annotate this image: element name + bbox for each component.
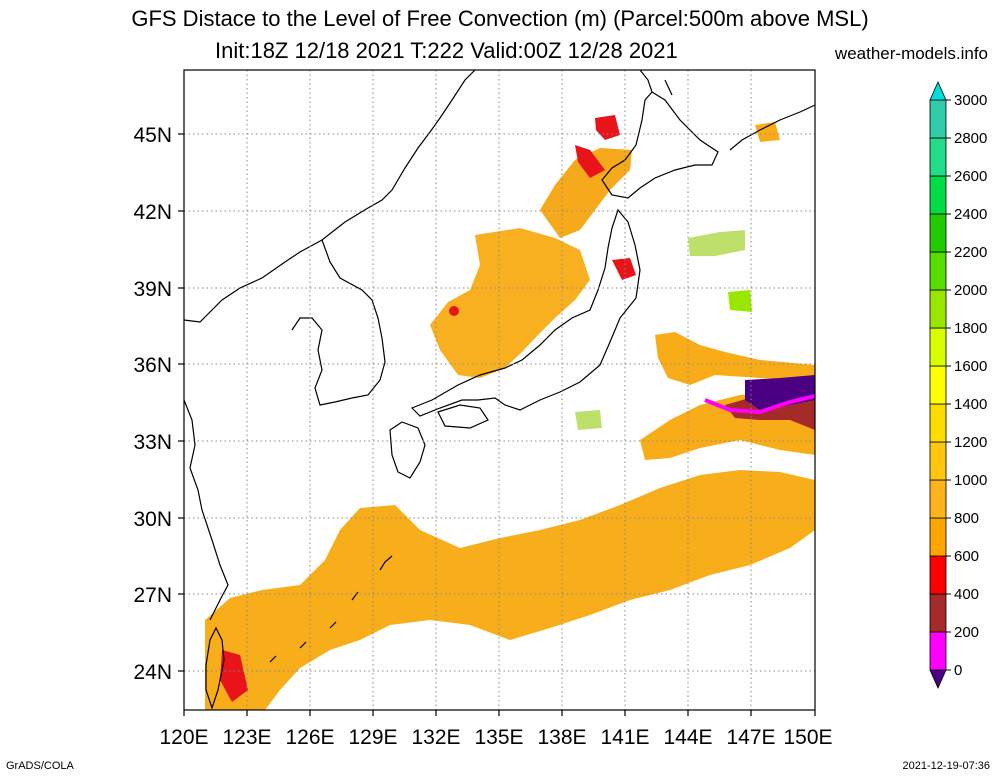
lfc-red-patch-tohoku [612, 258, 636, 280]
colorbar-label: 2000 [954, 282, 987, 299]
coast-shikoku [437, 404, 489, 429]
coast-ryukyu [269, 555, 393, 663]
lfc-magenta-edge [704, 394, 815, 415]
lfc-red-patch-north [575, 145, 605, 178]
lon-label: 144E [663, 726, 712, 749]
lon-label: 138E [537, 726, 586, 749]
lon-label: 120E [159, 726, 208, 749]
colorbar-label: 200 [954, 624, 979, 641]
colorbar-segment [929, 213, 947, 253]
colorbar-segment [929, 175, 947, 215]
coast-korea [291, 239, 386, 406]
lon-label: 126E [285, 726, 334, 749]
colorbar-segment [929, 137, 947, 177]
site-credit: weather-models.info [834, 44, 988, 63]
lon-label: 147E [726, 726, 775, 749]
colorbar-label: 2200 [954, 244, 987, 261]
lat-label: 24N [133, 661, 172, 684]
lat-label: 45N [133, 124, 172, 147]
coast-taiwan [205, 626, 225, 710]
lat-label: 36N [133, 354, 172, 377]
lfc-red-patch-taiwan [220, 650, 248, 702]
colorbar-segment [929, 403, 947, 443]
colorbar: 0 200 400 600 800 1000 1200 1400 1600 1800 2000 220… [929, 81, 987, 689]
colorbar-segment [929, 327, 947, 367]
colorbar-label: 2600 [954, 168, 987, 185]
lat-label: 27N [133, 584, 172, 607]
coast-china-east [184, 399, 229, 621]
colorbar-label: 3000 [954, 92, 987, 109]
colorbar-segment [929, 479, 947, 519]
colorbar-segment [929, 517, 947, 557]
lon-label: 150E [783, 726, 832, 749]
lfc-ne-patch [755, 122, 780, 142]
lon-tick-labels: 120E 123E 126E 129E 132E 135E 138E 141E … [159, 726, 832, 749]
colorbar-label: 1000 [954, 472, 987, 489]
gridlines [184, 70, 815, 710]
colorbar-segment [929, 555, 947, 595]
tick-marks [178, 133, 816, 716]
colorbar-label: 400 [954, 586, 979, 603]
colorbar-segment [929, 365, 947, 405]
coast-kuril [729, 104, 815, 151]
colorbar-label: 1200 [954, 434, 987, 451]
colorbar-label: 0 [954, 662, 962, 679]
lfc-green-patch-2 [728, 290, 752, 312]
colorbar-segment [929, 593, 947, 633]
coast-honshu [410, 208, 641, 417]
colorbar-segment [929, 631, 947, 671]
lfc-strip-hokkaido [540, 148, 632, 238]
lat-label: 30N [133, 508, 172, 531]
lfc-shading [205, 115, 815, 710]
lat-label: 39N [133, 278, 172, 301]
lfc-red-patch-hokkaido [595, 115, 620, 140]
lfc-band-south [205, 470, 815, 710]
lon-label: 141E [600, 726, 649, 749]
footer-software: GrADS/COLA [6, 760, 74, 772]
lon-label: 135E [474, 726, 523, 749]
map-subtitle: Init:18Z 12/18 2021 T:222 Valid:00Z 12/2… [215, 38, 678, 63]
lat-label: 42N [133, 201, 172, 224]
lfc-blob-honshu [430, 228, 590, 378]
coastlines [184, 70, 815, 710]
colorbar-max-arrow [929, 81, 947, 101]
lfc-green-patch-3 [575, 410, 602, 430]
colorbar-segment [929, 289, 947, 329]
lon-label: 123E [222, 726, 271, 749]
colorbar-label: 1400 [954, 396, 987, 413]
coast-kyushu [389, 421, 426, 479]
colorbar-label: 1600 [954, 358, 987, 375]
coast-hokkaido [601, 91, 719, 199]
footer-timestamp: 2021-12-19-07:36 [902, 760, 990, 772]
lat-tick-labels: 24N 27N 30N 33N 36N 39N 42N 45N [133, 124, 172, 684]
colorbar-segment [929, 441, 947, 481]
lat-label: 33N [133, 431, 172, 454]
coast-asia-mainland [184, 70, 476, 323]
lfc-green-patch-1 [688, 230, 745, 256]
colorbar-segment [929, 251, 947, 291]
colorbar-min-arrow [929, 669, 947, 689]
lon-label: 129E [348, 726, 397, 749]
colorbar-label: 800 [954, 510, 979, 527]
coast-sakhalin [639, 70, 673, 96]
colorbar-label: 1800 [954, 320, 987, 337]
colorbar-label: 2400 [954, 206, 987, 223]
lfc-red-dot-korea-sea [449, 306, 459, 316]
lon-label: 132E [411, 726, 460, 749]
lfc-arc-east [655, 332, 815, 385]
colorbar-label: 600 [954, 548, 979, 565]
colorbar-segment [929, 99, 947, 139]
colorbar-label: 2800 [954, 130, 987, 147]
map-title: GFS Distace to the Level of Free Convect… [131, 6, 869, 31]
